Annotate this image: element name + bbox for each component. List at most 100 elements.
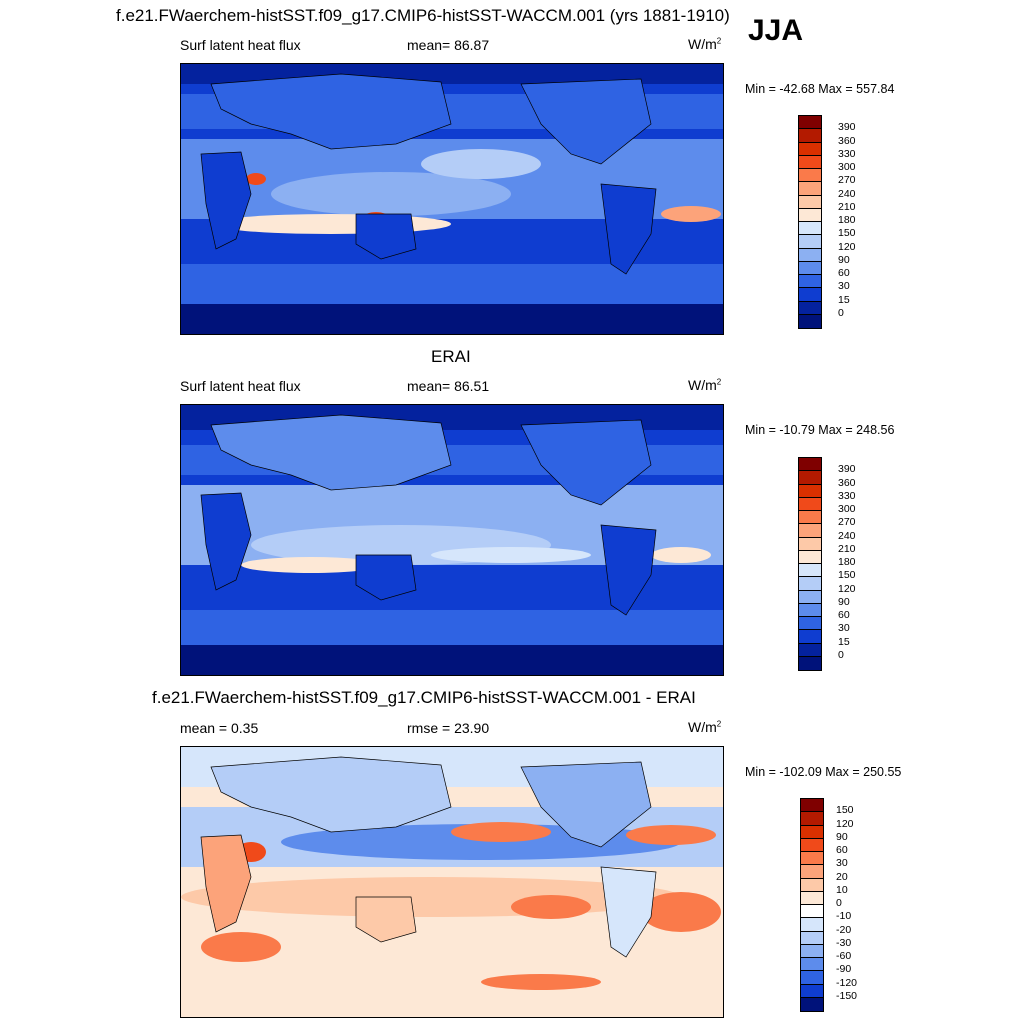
colorbar-tick-label: 390 (838, 463, 856, 476)
panel2-colorbar-labels: 390 360 330 300 270 240 210 180 150 120 90 60 30 15 0 (838, 457, 878, 671)
colorbar-swatch (801, 812, 823, 826)
colorbar-tick-label: 330 (838, 147, 856, 160)
colorbar-tick-label: 240 (838, 187, 856, 200)
colorbar-swatch (801, 838, 823, 852)
colorbar-swatch (799, 288, 821, 302)
panel3-colorbar-labels: 150 120 90 60 30 20 10 0 -10 -20 -30 -60 -90 -120 -150 (836, 798, 876, 1012)
panel2-units: W/m2 (688, 377, 722, 393)
colorbar-tick-label: 210 (838, 200, 856, 213)
colorbar-swatch (801, 944, 823, 958)
continent-africa (200, 834, 252, 933)
colorbar-swatch (799, 155, 821, 169)
panel3-minmax: Min = -102.09 Max = 250.55 (745, 765, 902, 779)
continent-eurasia (210, 73, 452, 150)
colorbar-tick-label: 210 (838, 542, 856, 555)
colorbar-swatch (801, 852, 823, 866)
colorbar-swatch (799, 630, 821, 644)
colorbar-swatch (799, 471, 821, 485)
panel3-title: f.e21.FWaerchem-histSST.f09_g17.CMIP6-hi… (152, 688, 696, 707)
colorbar-swatch (801, 891, 823, 905)
panel2-variable-label: Surf latent heat flux (180, 378, 301, 394)
panel1-units: W/m2 (688, 36, 722, 52)
colorbar-tick-label: -30 (836, 936, 852, 949)
panel2-minmax: Min = -10.79 Max = 248.56 (745, 423, 895, 437)
panel3-units: W/m2 (688, 719, 722, 735)
season-label: JJA (748, 14, 804, 47)
colorbar-swatch (799, 577, 821, 591)
colorbar-swatch (799, 129, 821, 143)
colorbar-swatch (801, 799, 823, 813)
colorbar-swatch (801, 971, 823, 985)
colorbar-swatch (799, 656, 821, 670)
colorbar-tick-label: -90 (836, 963, 852, 976)
colorbar-swatch (799, 590, 821, 604)
colorbar-tick-label: 0 (838, 648, 844, 661)
colorbar-tick-label: 90 (838, 253, 850, 266)
colorbar-tick-label: 30 (836, 857, 848, 870)
colorbar-swatch (799, 603, 821, 617)
colorbar-tick-label: 60 (838, 267, 850, 279)
colorbar-swatch (799, 617, 821, 631)
colorbar-tick-label: -60 (836, 950, 852, 962)
panel3-colorbar (800, 798, 824, 1012)
colorbar-tick-label: -150 (836, 989, 858, 1002)
colorbar-tick-label: -120 (836, 976, 858, 989)
panel1-colorbar (798, 115, 822, 329)
panel1-variable-label: Surf latent heat flux (180, 37, 301, 53)
colorbar-swatch (799, 208, 821, 222)
colorbar-swatch (801, 958, 823, 972)
colorbar-swatch (799, 195, 821, 209)
colorbar-tick-label: 120 (838, 240, 856, 253)
colorbar-tick-label: 0 (836, 897, 842, 909)
colorbar-tick-label: 10 (836, 883, 848, 896)
continent-south-america (600, 524, 657, 616)
colorbar-swatch (799, 222, 821, 236)
colorbar-tick-label: 30 (838, 280, 850, 293)
colorbar-tick-label: 150 (838, 227, 856, 240)
colorbar-tick-label: 330 (838, 489, 856, 502)
colorbar-swatch (799, 116, 821, 130)
panel3-map (180, 746, 724, 1018)
colorbar-tick-label: 15 (838, 635, 850, 648)
colorbar-swatch (799, 484, 821, 498)
panel1-title: f.e21.FWaerchem-histSST.f09_g17.CMIP6-hi… (116, 6, 730, 25)
colorbar-swatch (799, 643, 821, 657)
colorbar-tick-label: 0 (838, 306, 844, 319)
continent-africa (200, 151, 252, 250)
continent-australia (355, 554, 417, 601)
colorbar-swatch (799, 301, 821, 315)
colorbar-swatch (799, 275, 821, 289)
panel1-colorbar-labels: 390 360 330 300 270 240 210 180 150 120 90 60 30 15 0 (838, 115, 878, 329)
colorbar-tick-label: 30 (838, 622, 850, 635)
colorbar-swatch (799, 564, 821, 578)
continent-australia (355, 896, 417, 943)
colorbar-tick-label: 270 (838, 516, 856, 529)
colorbar-swatch (799, 248, 821, 262)
continent-south-america (600, 866, 657, 958)
colorbar-tick-label: 390 (838, 121, 856, 134)
colorbar-tick-label: 20 (836, 870, 848, 883)
colorbar-swatch (799, 511, 821, 525)
colorbar-swatch (799, 524, 821, 538)
colorbar-swatch (799, 261, 821, 275)
continent-north-america (520, 419, 652, 506)
panel2-colorbar (798, 457, 822, 671)
colorbar-tick-label: 60 (838, 609, 850, 621)
panel3-mean-label: mean = 0.35 (180, 720, 259, 736)
colorbar-swatch (801, 825, 823, 839)
continent-north-america (520, 78, 652, 165)
continent-eurasia (210, 414, 452, 491)
colorbar-tick-label: 360 (838, 476, 856, 489)
colorbar-swatch (799, 550, 821, 564)
colorbar-tick-label: 180 (838, 214, 856, 226)
colorbar-swatch (801, 931, 823, 945)
colorbar-tick-label: 360 (838, 134, 856, 147)
colorbar-swatch (799, 497, 821, 511)
colorbar-tick-label: 15 (838, 293, 850, 306)
colorbar-swatch (801, 918, 823, 932)
colorbar-swatch (799, 142, 821, 156)
panel1-mean-label: mean= 86.87 (407, 37, 490, 53)
panel2-title: ERAI (431, 347, 471, 366)
continent-north-america (520, 761, 652, 848)
panel2-mean-label: mean= 86.51 (407, 378, 490, 394)
